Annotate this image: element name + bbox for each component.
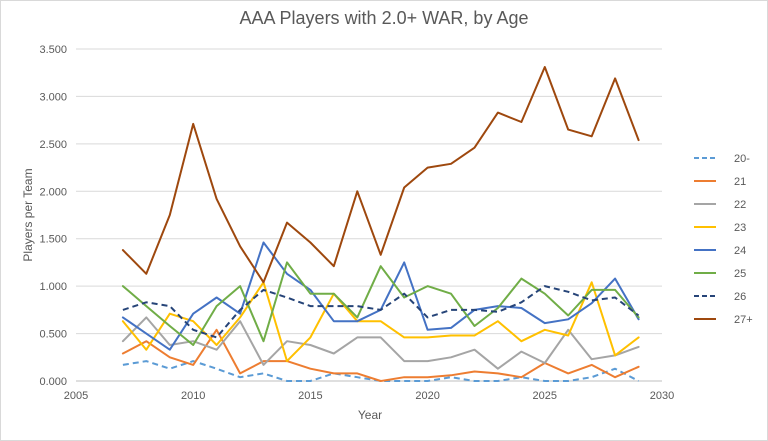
y-tick-label: 3.500 <box>39 44 67 56</box>
series-line-27+ <box>121 66 640 284</box>
series-line-25 <box>121 261 640 346</box>
x-tick-label: 2020 <box>415 390 439 402</box>
legend-label: 27+ <box>734 314 753 326</box>
x-tick-label: 2025 <box>533 390 557 402</box>
y-tick-label: 0.500 <box>39 329 67 341</box>
x-tick-label: 2010 <box>181 390 205 402</box>
legend-label: 20- <box>734 153 750 165</box>
y-tick-label: 0.000 <box>39 376 67 388</box>
chart-title: AAA Players with 2.0+ WAR, by Age <box>239 8 529 28</box>
series-line-22 <box>121 316 640 370</box>
series-line-23 <box>121 281 640 363</box>
legend-label: 26 <box>734 291 746 303</box>
series-line-26 <box>122 285 640 339</box>
x-tick-label: 2005 <box>64 390 88 402</box>
x-tick-label: 2030 <box>650 390 674 402</box>
legend-label: 22 <box>734 199 746 211</box>
legend-label: 23 <box>734 222 746 234</box>
legend-label: 21 <box>734 176 746 188</box>
legend-label: 25 <box>734 268 746 280</box>
x-tick-label: 2015 <box>298 390 322 402</box>
x-axis-label: Year <box>357 408 383 422</box>
y-tick-label: 1.500 <box>39 234 67 246</box>
y-tick-label: 3.000 <box>39 91 67 103</box>
y-tick-label: 1.000 <box>39 281 67 293</box>
y-tick-label: 2.000 <box>39 186 67 198</box>
legend-label: 24 <box>734 245 746 257</box>
y-tick-label: 2.500 <box>39 139 67 151</box>
series-line-21 <box>121 328 640 382</box>
